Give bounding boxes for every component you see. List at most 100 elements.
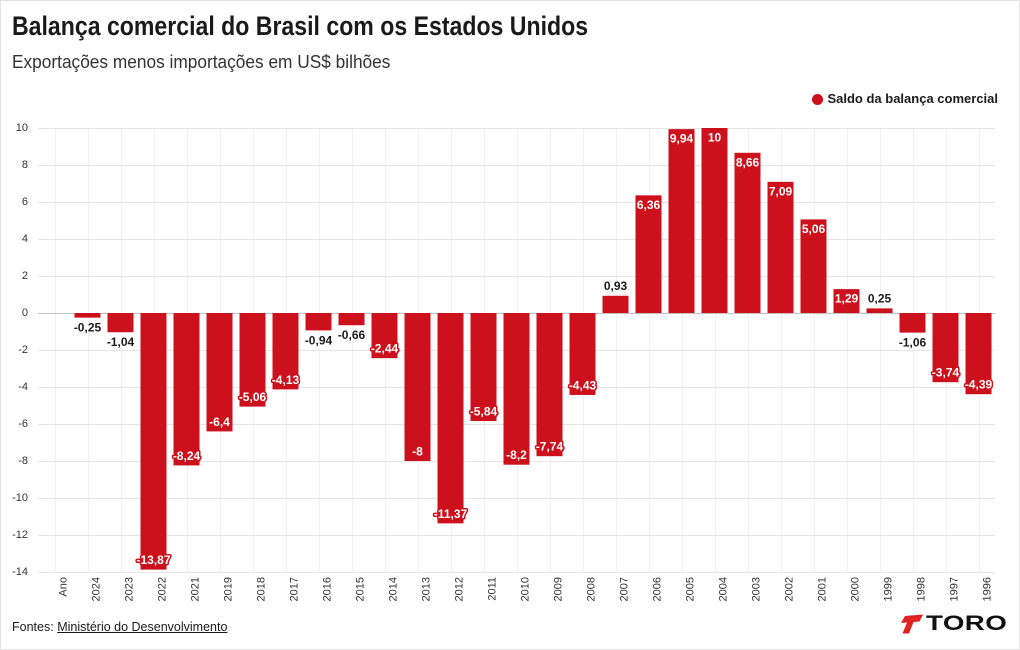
- legend-swatch: [812, 93, 824, 105]
- bar-2022: [140, 313, 167, 570]
- value-label-2021: -8,24: [173, 449, 201, 463]
- source-link[interactable]: Ministério do Desenvolvimento: [57, 620, 228, 634]
- bar-2008: [569, 313, 596, 395]
- bar-1998: [899, 313, 926, 333]
- bar-2003: [734, 152, 761, 313]
- value-label-2023: -1,04: [107, 335, 135, 349]
- x-tick-label-Ano: Ano: [58, 577, 70, 597]
- y-tick-label-4: 4: [22, 233, 28, 245]
- x-tick-label-2021: 2021: [190, 577, 202, 601]
- bar-2011: [470, 313, 497, 422]
- bar-2012: [437, 313, 464, 524]
- bar-2013: [404, 313, 431, 461]
- value-label-2015: -0,66: [338, 328, 366, 342]
- bar-2001: [800, 219, 827, 313]
- bar-2000: [833, 289, 860, 313]
- x-tick-label-2019: 2019: [223, 577, 235, 601]
- bar-2005: [668, 129, 695, 313]
- x-tick-label-2024: 2024: [91, 577, 103, 601]
- value-labels: -0,25 -1,04 -13,87 -8,24 -6,4 -5,06 -4,13 -0,94…: [72, 129, 994, 569]
- y-tick-label-6: 6: [22, 196, 28, 208]
- value-label-2006: 6,36: [637, 198, 661, 212]
- value-label-2001: 5,06: [802, 222, 826, 236]
- y-tick-label--14: -14: [12, 566, 28, 578]
- y-tick-label--6: -6: [18, 418, 28, 430]
- value-label-2002: 7,09: [769, 184, 793, 198]
- bar-2009: [536, 313, 563, 457]
- x-tick-label-2008: 2008: [586, 577, 598, 601]
- legend-label: Saldo da balança comercial: [827, 91, 998, 106]
- value-label-2000: 1,29: [835, 292, 859, 306]
- toro-logo: TORO: [901, 613, 1007, 634]
- value-label-2009: -7,74: [536, 440, 564, 454]
- y-tick-label--4: -4: [18, 381, 28, 393]
- value-label-2010: -8,2: [506, 448, 527, 462]
- value-label-2007: 0,93: [604, 279, 628, 293]
- y-tick-label--10: -10: [12, 492, 28, 504]
- value-label-2008: -4,43: [569, 379, 597, 393]
- x-tick-label-2014: 2014: [388, 577, 400, 601]
- x-tick-label-2009: 2009: [553, 577, 565, 601]
- bar-2014: [371, 313, 398, 359]
- source-note: Fontes: Ministério do Desenvolvimento: [12, 618, 227, 636]
- legend: Saldo da balança comercial: [812, 90, 998, 108]
- x-tick-label-1996: 1996: [982, 577, 994, 601]
- value-label-2003: 8,66: [736, 155, 760, 169]
- x-tick-label-2023: 2023: [124, 577, 136, 601]
- value-label-2014: -2,44: [371, 342, 399, 356]
- bar-2016: [305, 313, 332, 331]
- bar-2007: [602, 295, 629, 313]
- x-tick-label-1997: 1997: [949, 577, 961, 601]
- y-tick-label-10: 10: [16, 122, 28, 134]
- x-tick-label-2022: 2022: [157, 577, 169, 601]
- x-tick-label-2016: 2016: [322, 577, 334, 601]
- x-tick-label-2012: 2012: [454, 577, 466, 601]
- value-label-1998: -1,06: [899, 336, 927, 350]
- value-label-1999: 0,25: [868, 291, 892, 305]
- bar-2018: [239, 313, 266, 407]
- bar-2023: [107, 313, 134, 333]
- bar-1996: [965, 313, 992, 395]
- x-tick-label-2007: 2007: [619, 577, 631, 601]
- bar-2010: [503, 313, 530, 465]
- value-label-2024: -0,25: [74, 321, 102, 335]
- value-label-1997: -3,74: [932, 366, 960, 380]
- value-label-2005: 9,94: [670, 132, 694, 146]
- value-label-2017: -4,13: [272, 373, 300, 387]
- bars: [74, 128, 992, 570]
- bar-2021: [173, 313, 200, 466]
- y-axis: 10 8 6 4 2 0 -2 -4 -6 -8 -10 -12 -14: [12, 122, 28, 578]
- x-tick-label-2003: 2003: [751, 577, 763, 601]
- x-tick-label-2000: 2000: [850, 577, 862, 601]
- value-label-2018: -5,06: [239, 390, 267, 404]
- bar-2006: [635, 195, 662, 313]
- value-label-2022: -13,87: [136, 553, 170, 567]
- value-label-2011: -5,84: [470, 405, 498, 419]
- bar-2002: [767, 181, 794, 313]
- x-tick-label-2005: 2005: [685, 577, 697, 601]
- x-tick-label-2004: 2004: [718, 577, 730, 601]
- bar-2015: [338, 313, 365, 326]
- x-tick-label-1999: 1999: [883, 577, 895, 601]
- x-tick-label-2002: 2002: [784, 577, 796, 601]
- x-tick-label-2018: 2018: [256, 577, 268, 601]
- toro-logo-icon: [901, 614, 923, 634]
- value-label-2013: -8: [412, 445, 423, 459]
- bar-2004: [701, 128, 728, 313]
- y-tick-label--2: -2: [18, 344, 28, 356]
- value-label-2004: 10: [708, 131, 722, 145]
- y-tick-label-2: 2: [22, 270, 28, 282]
- value-label-1996: -4,39: [965, 378, 993, 392]
- value-label-2012: -11,37: [434, 507, 468, 521]
- x-tick-label-1998: 1998: [916, 577, 928, 601]
- y-tick-label--8: -8: [18, 455, 28, 467]
- source-prefix: Fontes:: [12, 620, 54, 634]
- bar-2019: [206, 313, 233, 432]
- chart-title: Balança comercial do Brasil com os Estad…: [12, 11, 589, 41]
- value-label-2019: -6,4: [209, 415, 230, 429]
- chart-subtitle: Exportações menos importações em US$ bil…: [12, 52, 391, 72]
- x-tick-label-2017: 2017: [289, 577, 301, 601]
- y-tick-label-0: 0: [22, 307, 28, 319]
